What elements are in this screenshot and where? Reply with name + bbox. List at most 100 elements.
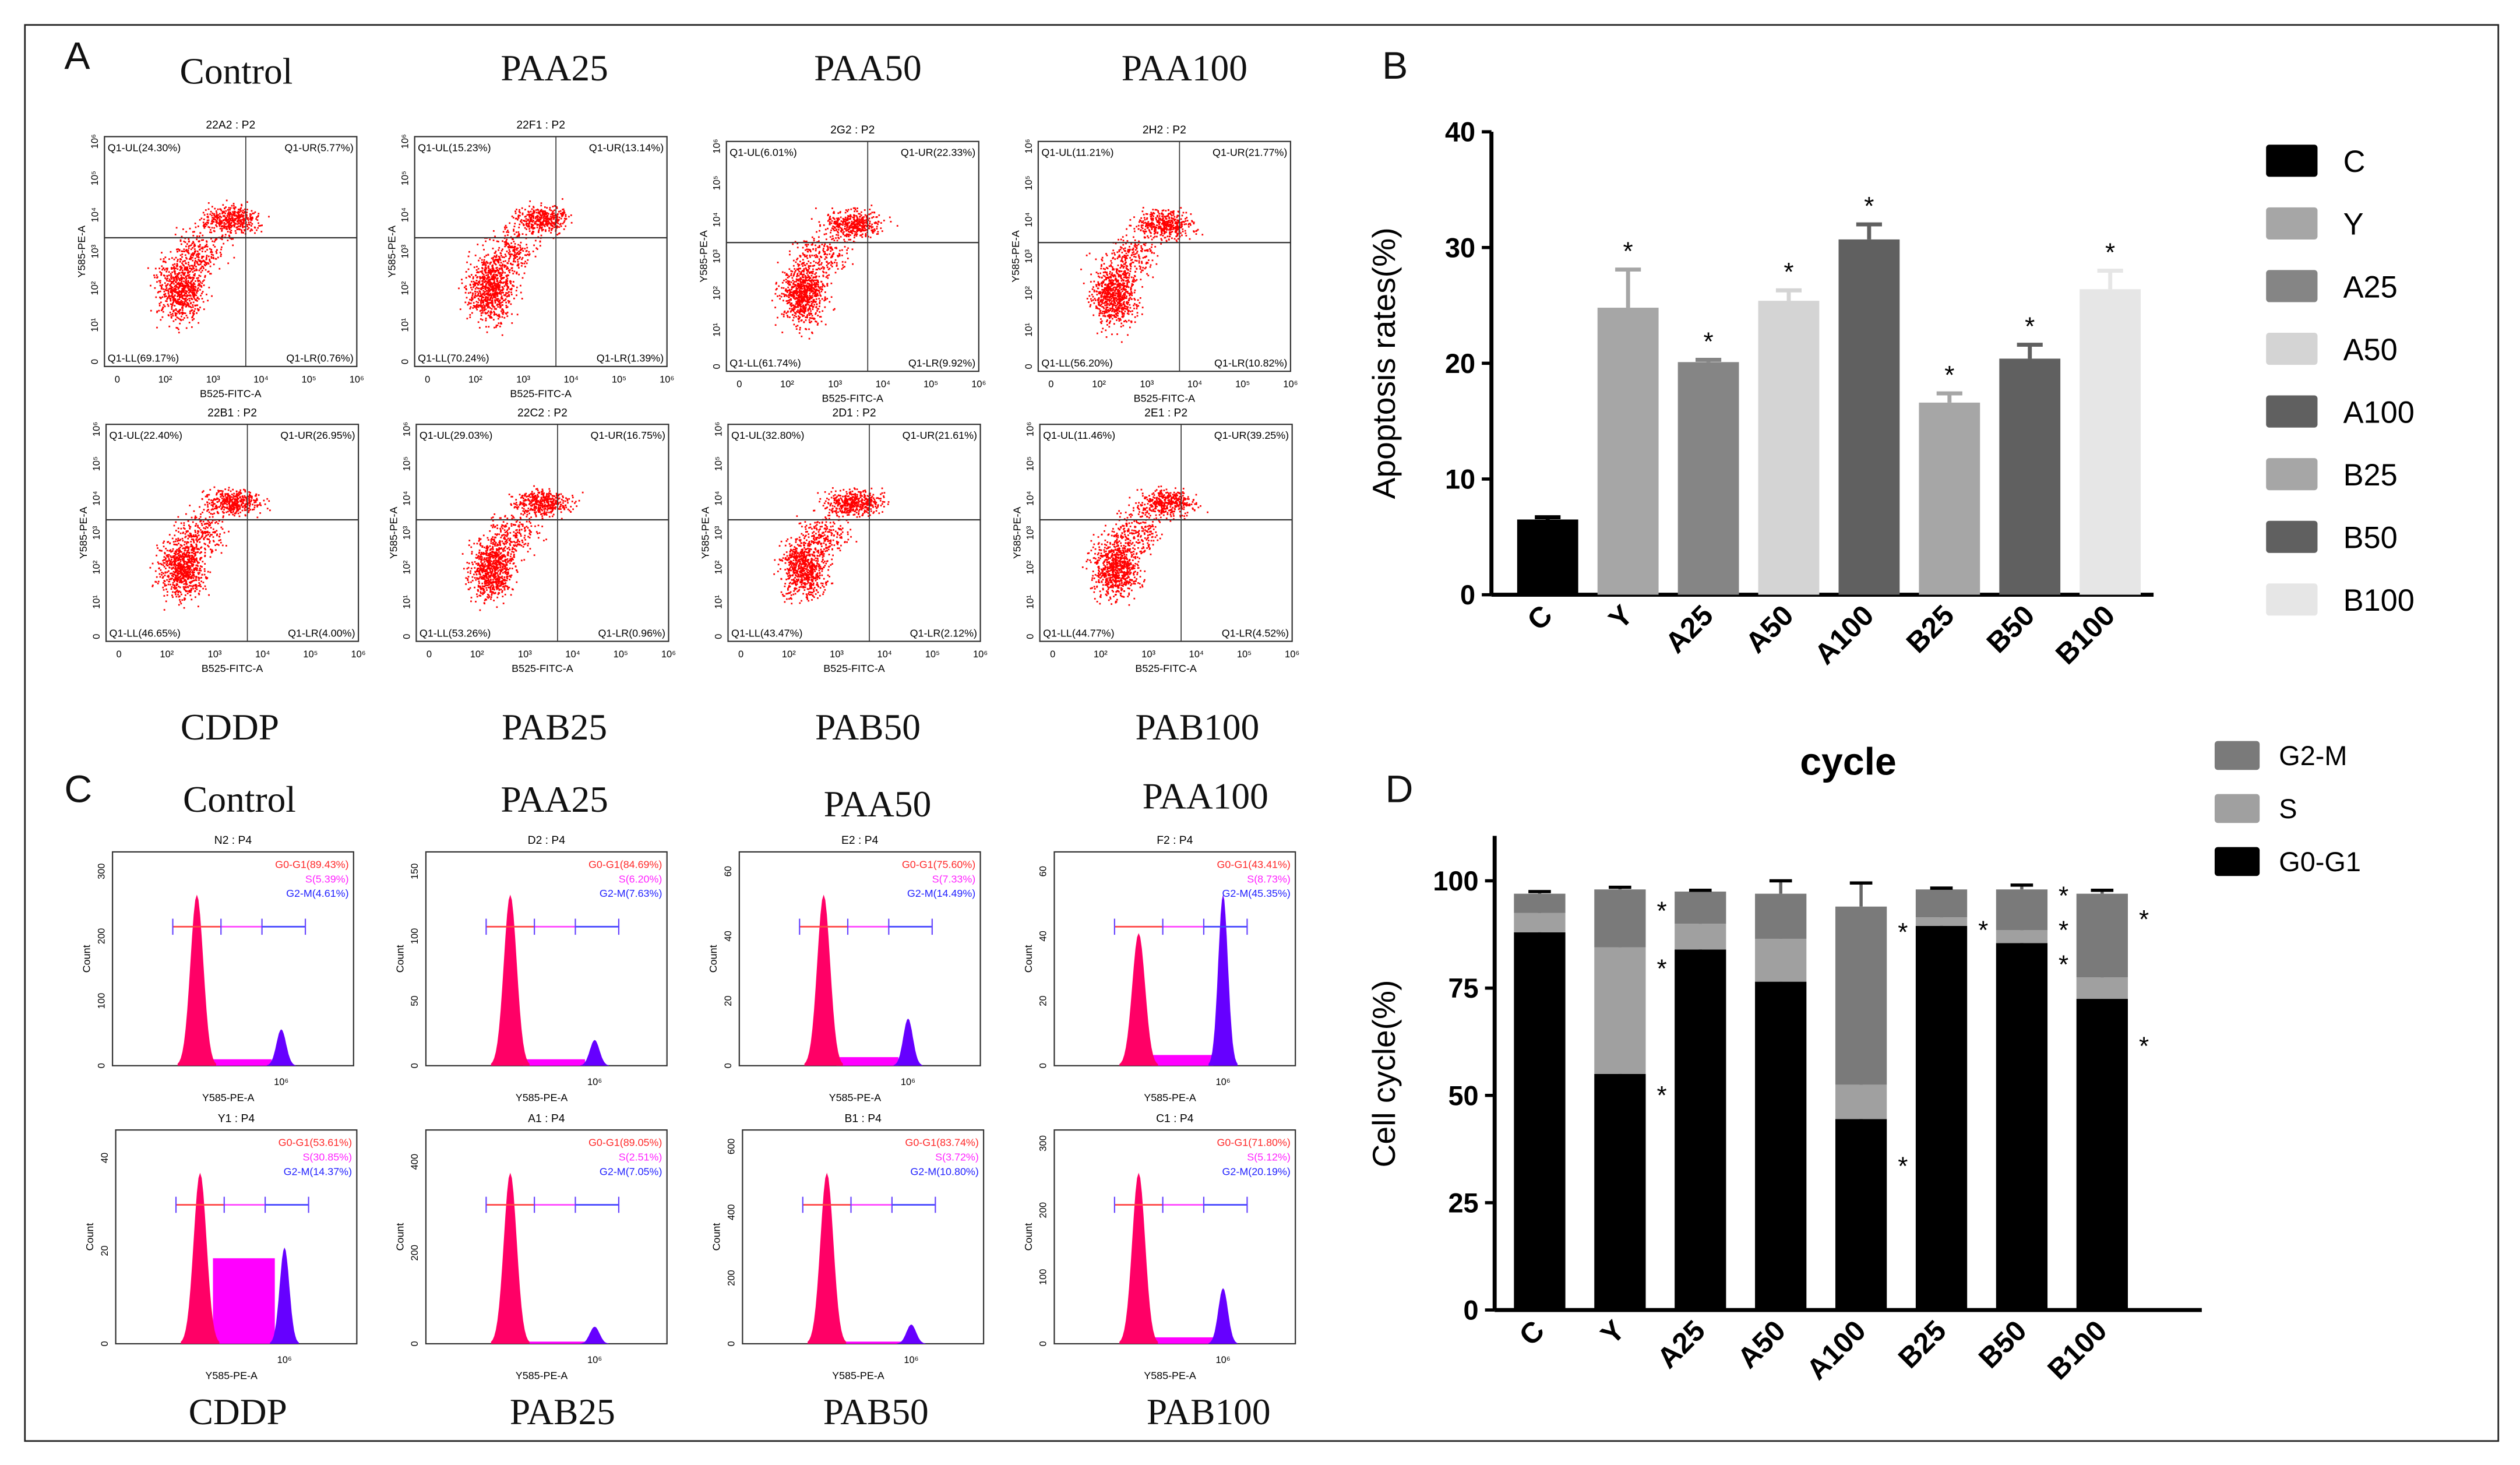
flow-dot — [195, 269, 197, 272]
flow-dot — [182, 260, 184, 263]
flow-dot — [799, 295, 802, 297]
flow-dot — [1115, 268, 1118, 270]
flow-dot — [487, 304, 489, 305]
flow-dot — [792, 310, 795, 312]
flow-dot — [503, 256, 505, 258]
flow-dot — [177, 260, 178, 262]
flow-dot — [796, 268, 798, 270]
flow-dot — [827, 214, 829, 216]
flow-dot — [472, 286, 474, 288]
flow-dot — [540, 217, 542, 219]
flow-dot — [1107, 302, 1109, 305]
flow-dot — [1172, 222, 1173, 224]
flow-dot — [223, 212, 225, 214]
flow-dot — [775, 288, 777, 291]
flow-dot — [242, 214, 244, 216]
flow-dot — [495, 297, 496, 299]
flow-dot — [487, 299, 489, 301]
flow-dot — [822, 270, 824, 273]
flow-dot — [844, 225, 846, 227]
flow-dot — [541, 210, 544, 213]
flow-dot — [1119, 270, 1121, 273]
flow-dot — [512, 281, 514, 283]
flow-dot — [179, 322, 181, 325]
flow-dot — [1147, 221, 1150, 223]
flow-dot — [1129, 270, 1132, 272]
flow-dot — [483, 259, 485, 261]
flow-dot — [171, 271, 174, 273]
flow-dot — [487, 272, 489, 274]
flow-dot — [220, 255, 222, 258]
flow-dot — [513, 241, 515, 242]
flow-dot — [189, 267, 191, 269]
flow-dot — [471, 300, 473, 302]
flow-dot — [472, 292, 474, 294]
flow-dot — [829, 253, 831, 255]
flow-dot — [781, 332, 784, 333]
flow-dot — [801, 270, 803, 272]
flow-dot — [832, 225, 834, 227]
flow-dot — [1102, 288, 1105, 291]
flow-dot — [159, 296, 161, 298]
flow-dot — [180, 300, 182, 302]
flow-dot — [834, 308, 836, 310]
flow-dot — [1105, 278, 1107, 280]
flow-dot — [801, 305, 802, 308]
flow-dot — [1147, 274, 1150, 277]
flow-dot — [178, 328, 179, 330]
flow-dot — [521, 257, 524, 259]
flow-dot — [816, 293, 818, 295]
flow-dot — [190, 265, 192, 267]
flow-dot — [181, 295, 184, 298]
flow-dot — [506, 288, 508, 291]
flow-dot — [549, 216, 552, 218]
flow-dot — [158, 291, 160, 293]
flow-dot — [813, 282, 816, 284]
flow-dot — [540, 227, 542, 229]
flow-dot — [533, 244, 535, 246]
flow-dot — [532, 228, 534, 230]
flow-dot — [504, 272, 506, 274]
flow-dot — [852, 240, 855, 242]
flow-dot — [798, 279, 799, 281]
flow-dot — [494, 306, 496, 308]
flow-dot — [481, 297, 483, 298]
flow-dot — [815, 249, 817, 252]
flow-dot — [501, 249, 503, 252]
flow-dot — [805, 316, 807, 318]
flow-dot — [819, 225, 821, 227]
flow-dot — [517, 234, 520, 236]
flow-dot — [218, 213, 221, 215]
flow-dot — [836, 226, 838, 228]
flow-dot — [1115, 281, 1118, 283]
flow-dot — [480, 300, 482, 302]
flow-dot — [476, 304, 478, 306]
flow-dot — [813, 299, 815, 301]
flow-dot — [482, 280, 484, 282]
flow-dot — [219, 221, 221, 223]
flow-dot — [843, 220, 845, 221]
flow-dot — [507, 267, 509, 270]
flow-dot — [198, 280, 200, 281]
flow-dot — [180, 284, 182, 287]
flow-dot — [783, 279, 785, 281]
flow-dot — [1091, 288, 1094, 290]
flow-dot — [157, 291, 159, 294]
flow-dot — [184, 266, 186, 269]
flow-dot — [194, 251, 196, 253]
flow-dot — [561, 214, 563, 216]
flow-x-tick: 10⁶ — [660, 374, 674, 385]
flow-dot — [186, 302, 188, 304]
flow-dot — [525, 215, 527, 217]
flow-dot — [240, 223, 242, 225]
flow-dot — [796, 263, 799, 265]
flow-dot — [813, 295, 816, 297]
flow-dot — [826, 256, 828, 259]
flow-dot — [813, 318, 816, 320]
flow-dot — [563, 221, 565, 223]
flow-dot — [498, 255, 500, 258]
flow-dot — [183, 240, 185, 242]
flow-dot — [494, 262, 495, 264]
flow-dot — [227, 212, 230, 214]
flow-dots — [1080, 206, 1204, 343]
